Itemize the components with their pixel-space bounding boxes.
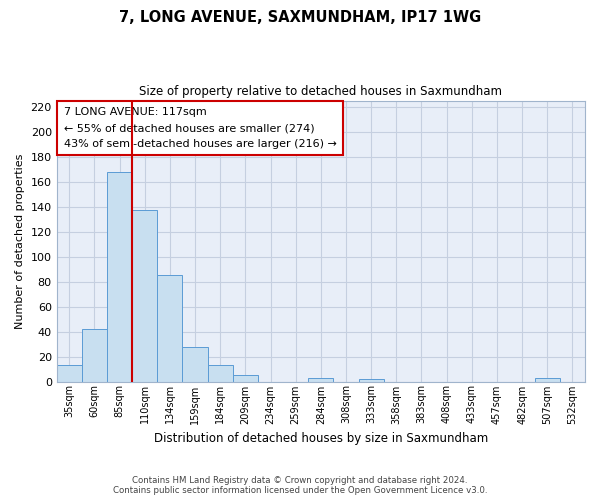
X-axis label: Distribution of detached houses by size in Saxmundham: Distribution of detached houses by size …	[154, 432, 488, 445]
Bar	[82, 329, 107, 382]
Text: Contains HM Land Registry data © Crown copyright and database right 2024.
Contai: Contains HM Land Registry data © Crown c…	[113, 476, 487, 495]
Text: 7 LONG AVENUE: 117sqm
← 55% of detached houses are smaller (274)
43% of semi-det: 7 LONG AVENUE: 117sqm ← 55% of detached …	[64, 108, 337, 148]
Text: 7, LONG AVENUE, SAXMUNDHAM, IP17 1WG: 7, LONG AVENUE, SAXMUNDHAM, IP17 1WG	[119, 10, 481, 25]
Bar	[132, 210, 157, 382]
Bar	[233, 376, 258, 382]
Bar	[182, 346, 208, 382]
Bar	[359, 379, 384, 382]
Y-axis label: Number of detached properties: Number of detached properties	[15, 154, 25, 328]
Bar	[535, 378, 560, 382]
Bar	[107, 172, 132, 382]
Bar	[308, 378, 334, 382]
Bar	[56, 366, 82, 382]
Title: Size of property relative to detached houses in Saxmundham: Size of property relative to detached ho…	[139, 85, 502, 98]
Bar	[157, 276, 182, 382]
Bar	[208, 366, 233, 382]
